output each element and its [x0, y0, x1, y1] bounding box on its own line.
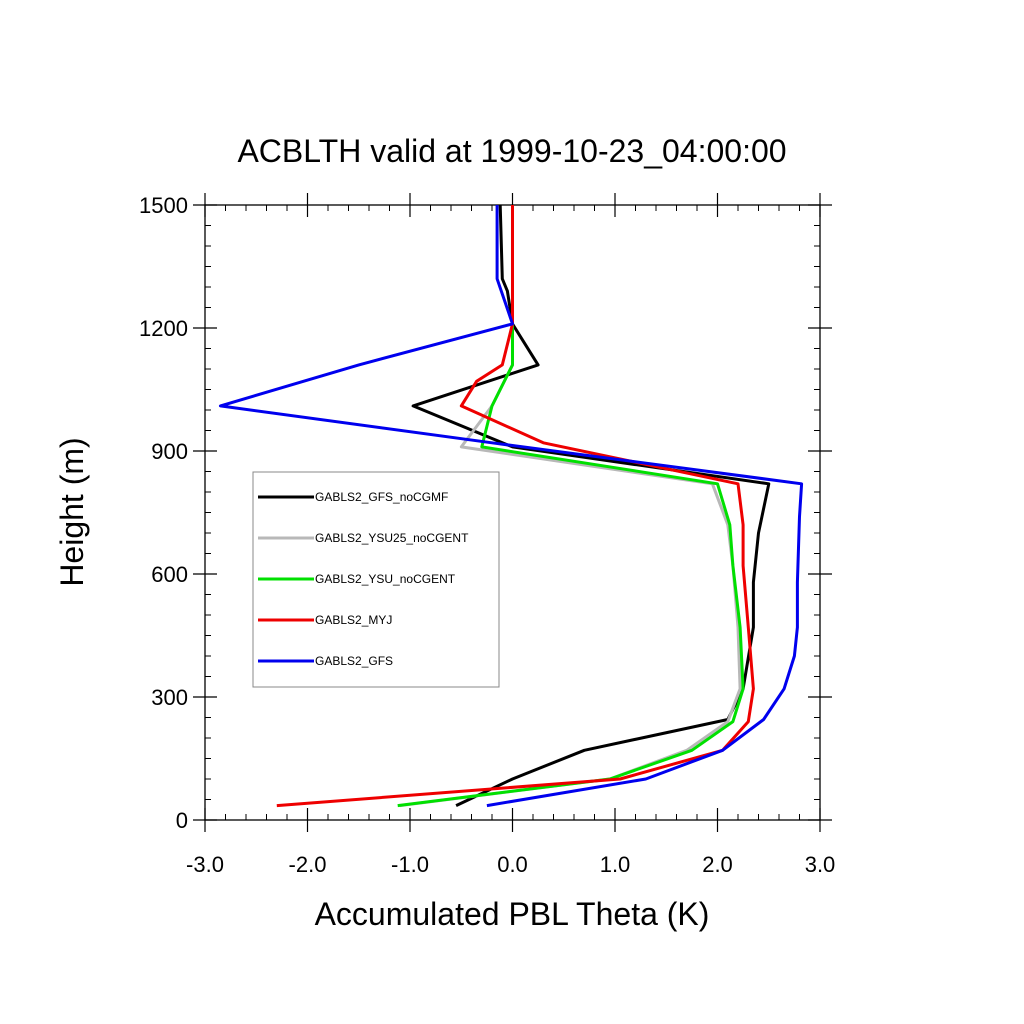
x-axis-label: Accumulated PBL Theta (K) — [315, 896, 710, 932]
y-tick-label: 0 — [176, 808, 188, 833]
legend-label: GABLS2_GFS — [315, 654, 393, 668]
x-tick-labels: -3.0 -2.0 -1.0 0.0 1.0 2.0 3.0 — [186, 852, 835, 877]
x-tick-label: -2.0 — [289, 852, 327, 877]
y-tick-label: 1200 — [139, 316, 188, 341]
series-line — [276, 205, 755, 808]
x-tick-label: 3.0 — [805, 852, 836, 877]
y-tick-label: 600 — [151, 562, 188, 587]
series-line — [411, 204, 771, 807]
legend: GABLS2_GFS_noCGMF GABLS2_YSU25_noCGENT GAB… — [252, 471, 500, 688]
series-line — [218, 205, 804, 808]
x-tick-label: 2.0 — [702, 852, 733, 877]
chart-title: ACBLTH valid at 1999-10-23_04:00:00 — [237, 133, 786, 169]
x-tick-label: -1.0 — [391, 852, 429, 877]
y-tick-labels: 0 300 600 900 1200 1500 — [139, 193, 188, 833]
legend-label: GABLS2_GFS_noCGMF — [315, 490, 448, 504]
x-tick-label: -3.0 — [186, 852, 224, 877]
major-ticks — [193, 193, 832, 832]
legend-label: GABLS2_YSU_noCGENT — [315, 572, 456, 586]
series-line — [397, 205, 745, 808]
x-tick-label: 1.0 — [600, 852, 631, 877]
y-axis-label: Height (m) — [54, 437, 90, 586]
y-tick-label: 300 — [151, 685, 188, 710]
legend-label: GABLS2_YSU25_noCGENT — [315, 531, 469, 545]
y-tick-label: 900 — [151, 439, 188, 464]
series-lines — [218, 204, 804, 808]
legend-label: GABLS2_MYJ — [315, 613, 392, 627]
x-tick-label: 0.0 — [497, 852, 528, 877]
y-tick-label: 1500 — [139, 193, 188, 218]
